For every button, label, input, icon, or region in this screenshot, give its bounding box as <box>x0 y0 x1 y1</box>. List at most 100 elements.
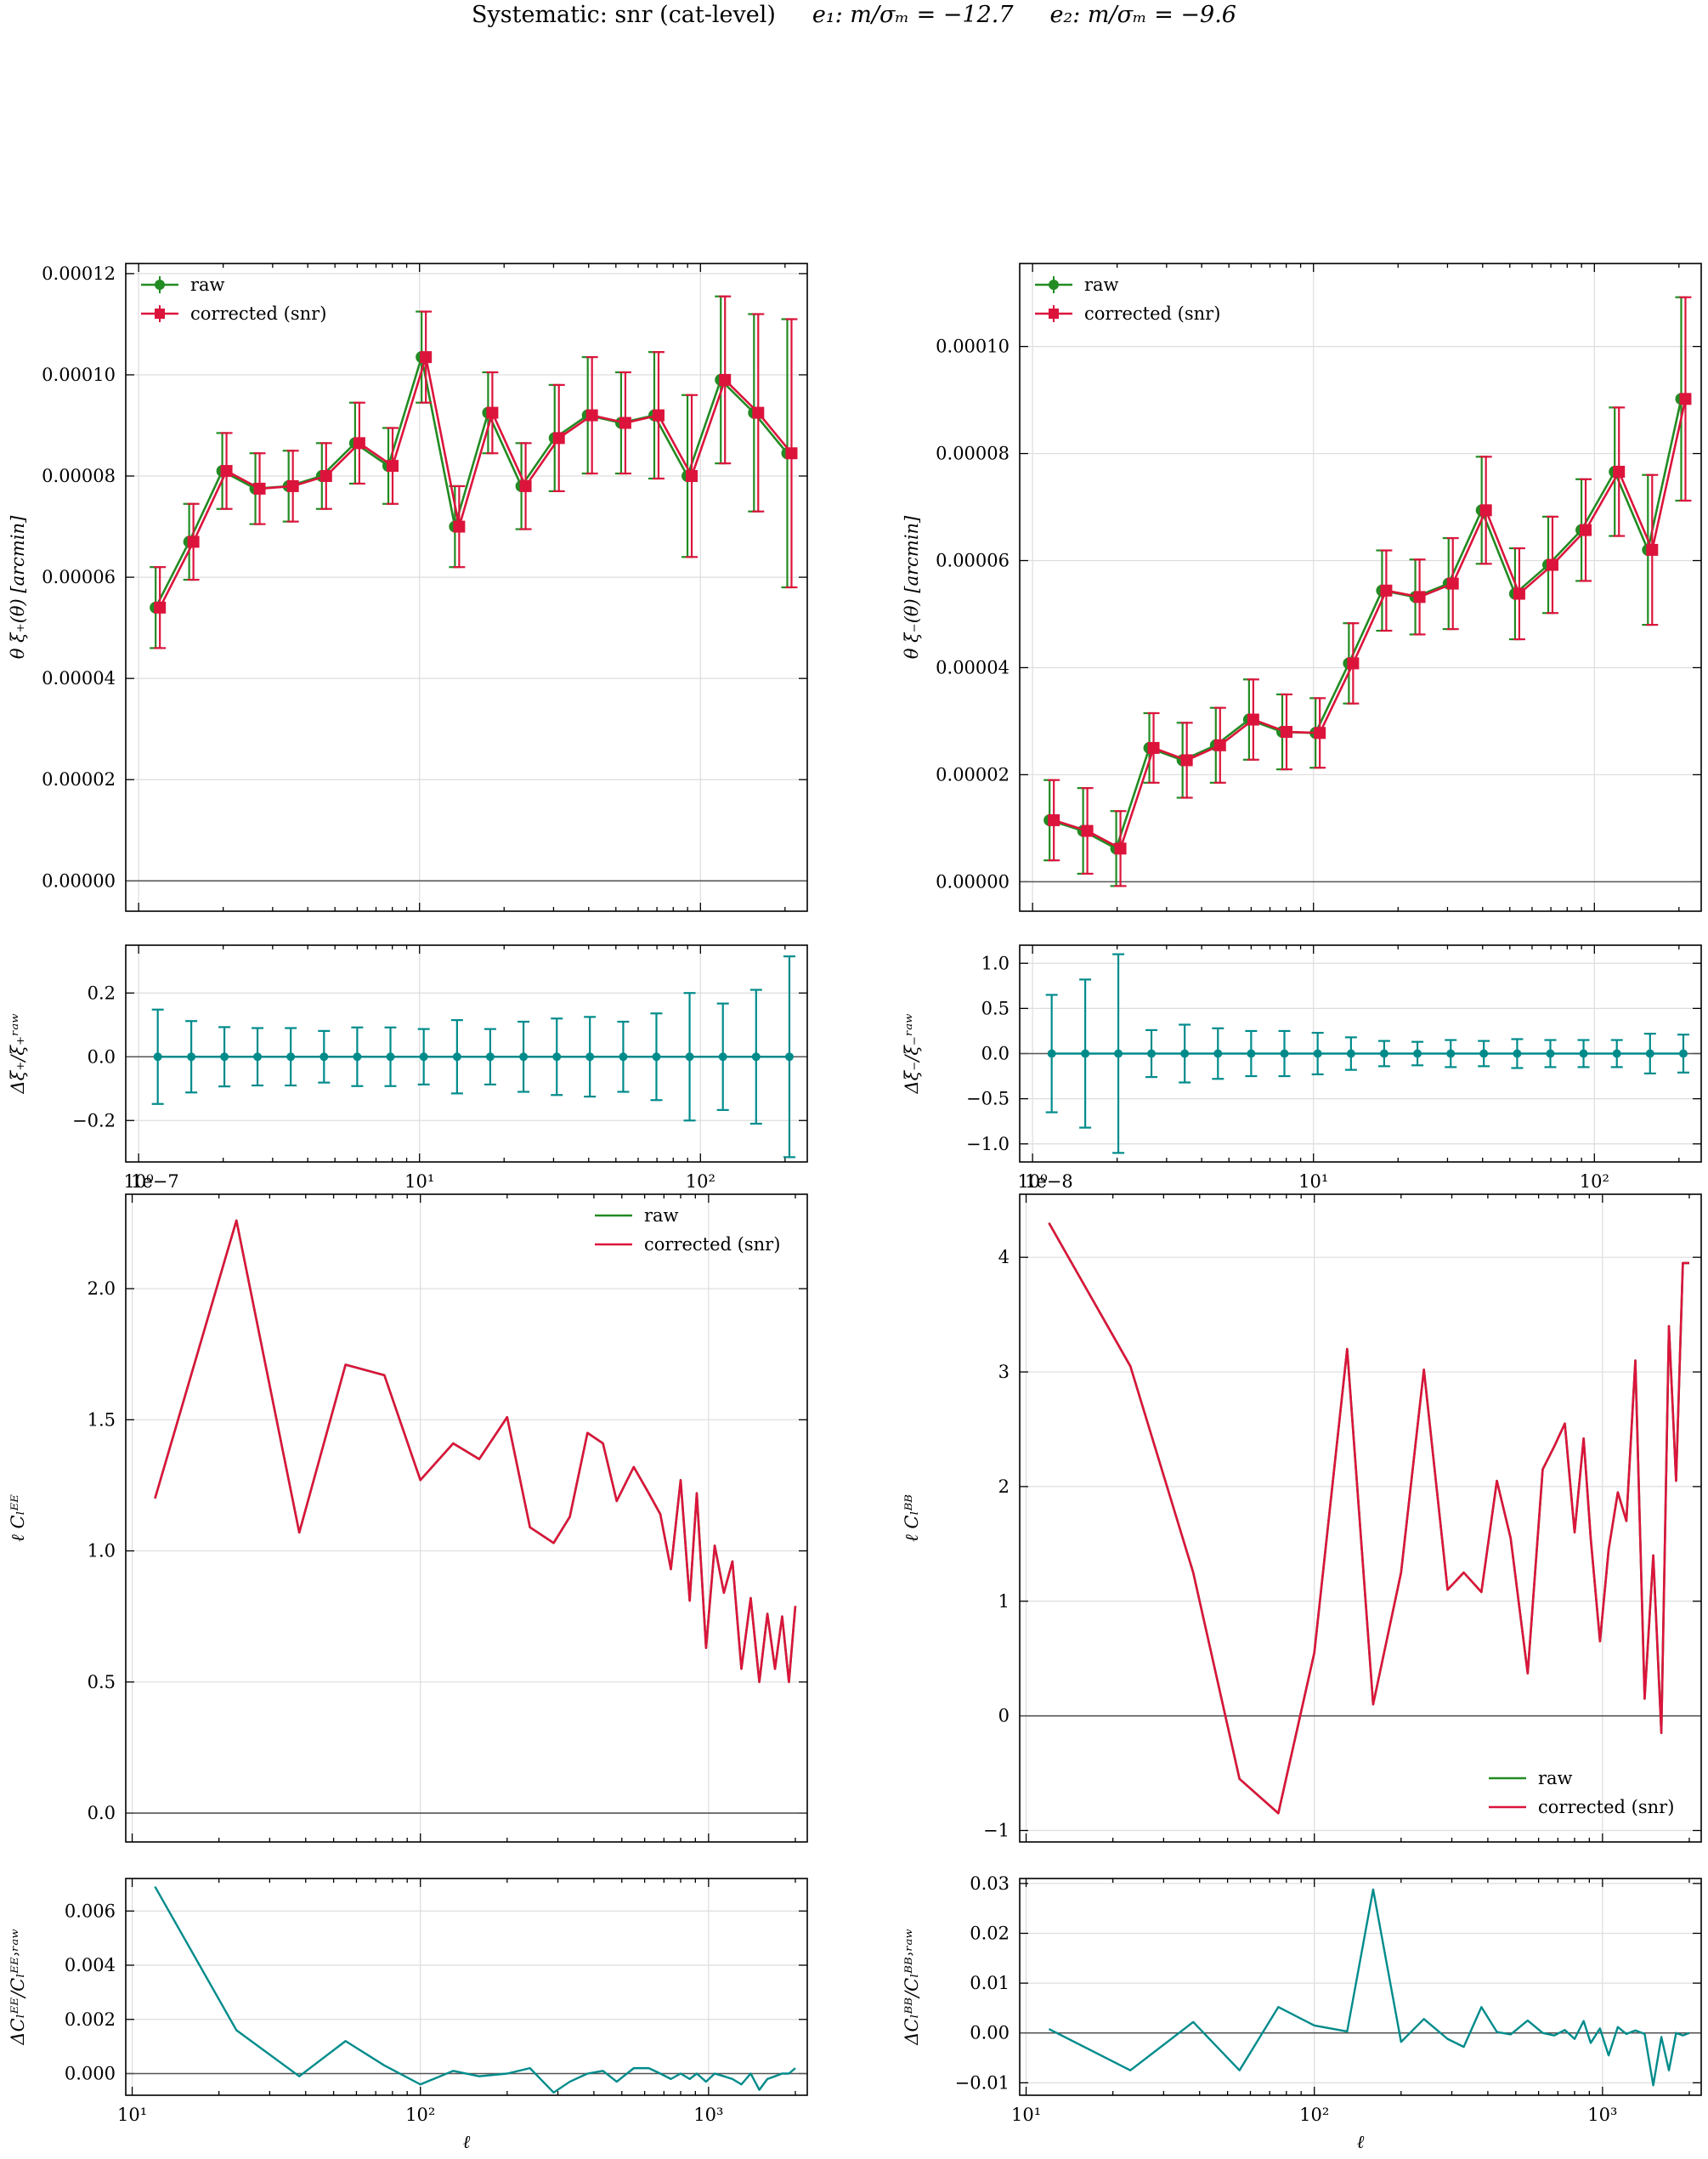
ratio-point <box>187 1052 196 1062</box>
data-point-corrected <box>585 409 598 422</box>
y-tick-label: 0.0 <box>88 1046 116 1067</box>
legend-label: corrected (snr) <box>644 1234 780 1255</box>
data-point-corrected <box>1580 524 1592 536</box>
axes-frame <box>125 944 808 1163</box>
y-axis-label: Δξ₊/ξ₊ʳᵃʷ <box>8 1013 28 1095</box>
ratio-point <box>784 1052 794 1062</box>
data-point-corrected <box>1247 713 1259 726</box>
y-tick-label: 3 <box>998 1362 1010 1382</box>
data-point-corrected <box>1147 741 1160 754</box>
y-axis-label: ℓ Cₗᴱᴱ <box>8 1494 28 1542</box>
legend-marker <box>155 309 165 319</box>
x-tick-label: 10⁰ <box>1018 1171 1048 1192</box>
x-tick-label: 10² <box>1299 2105 1329 2125</box>
data-point-corrected <box>320 470 332 483</box>
y-tick-label: −0.01 <box>955 2072 1010 2093</box>
y-tick-label: −1 <box>983 1821 1010 1841</box>
y-tick-label: 0.00010 <box>936 337 1010 357</box>
x-tick-label: 10¹ <box>404 1171 434 1192</box>
data-point-corrected <box>387 460 399 473</box>
y-tick-label: 0.5 <box>88 1672 116 1692</box>
ratio-point <box>619 1052 628 1062</box>
y-tick-label: −0.5 <box>966 1089 1010 1109</box>
y-axis-label: Δξ₋/ξ₋ʳᵃʷ <box>902 1013 922 1095</box>
ratio-point <box>452 1052 461 1062</box>
offset-text: 1e−8 <box>1025 1171 1073 1192</box>
data-point-corrected <box>1213 739 1226 751</box>
y-tick-label: 0.00002 <box>936 764 1010 785</box>
panel-dcl-ee: 0.000 0.002 0.004 0.006 10¹ 10² 10³ ΔCₗᴱᴱ/Cₗᴱᴱ˒… <box>8 1878 808 2152</box>
series-line-raw <box>1049 399 1683 850</box>
panel-cl-bb: −1 0 1 2 3 4 ℓ Cₗᴮᴮ raw corrected (snr) <box>902 1193 1702 1843</box>
y-tick-label: 0.0 <box>88 1803 116 1823</box>
ratio-point <box>1446 1049 1456 1058</box>
x-axis-label: ℓ <box>463 2132 471 2152</box>
y-tick-label: 1.5 <box>88 1409 116 1430</box>
y-tick-label: 0.00002 <box>42 769 116 790</box>
data-point-corrected <box>1048 813 1060 826</box>
y-tick-label: 0.02 <box>970 1923 1010 1943</box>
y-tick-label: 0 <box>998 1706 1010 1726</box>
data-point-corrected <box>652 409 665 422</box>
ratio-point <box>286 1052 296 1062</box>
ratio-point <box>1213 1049 1223 1058</box>
data-point-corrected <box>1546 558 1558 571</box>
data-point-corrected <box>486 406 499 419</box>
axes-frame <box>125 263 808 912</box>
y-tick-label: −1.0 <box>966 1134 1010 1154</box>
ratio-point <box>1247 1049 1256 1058</box>
data-point-corrected <box>719 373 732 386</box>
ratio-point <box>485 1052 495 1062</box>
data-point-corrected <box>752 406 765 419</box>
y-axis-label: ℓ Cₗᴮᴮ <box>902 1494 922 1542</box>
ratio-point <box>1313 1049 1322 1058</box>
ratio-point <box>253 1052 263 1062</box>
ratio-point <box>153 1052 162 1062</box>
legend-label: raw <box>190 275 225 295</box>
y-tick-label: −0.2 <box>72 1110 116 1130</box>
ratio-point <box>1114 1049 1123 1058</box>
title-e1: e₁: m/σₘ = −12.7 <box>812 2 1014 28</box>
y-tick-label: 0.2 <box>88 983 116 1003</box>
data-point-corrected <box>619 416 631 429</box>
y-tick-label: 0.00012 <box>42 264 116 284</box>
cl-line-corrected <box>1048 1222 1689 1815</box>
panel-xi-minus: 0.00000 0.00002 0.00004 0.00006 0.00008 0.000… <box>902 263 1702 912</box>
data-point-corrected <box>1081 824 1094 837</box>
data-point-corrected <box>1347 657 1360 670</box>
y-tick-label: 0.00004 <box>42 668 116 688</box>
cl-line-corrected <box>154 1219 797 1684</box>
x-tick-label: 10¹ <box>1298 1171 1328 1192</box>
y-axis-label: θ ξ₊(θ) [arcmin] <box>8 515 28 659</box>
ratio-point <box>1379 1049 1388 1058</box>
y-tick-label: 0.00006 <box>936 551 1010 571</box>
axes-frame <box>1019 1193 1702 1843</box>
panel-dxi-minus: −1.0 −0.5 0.0 0.5 1.0 10⁰ 10¹ 10² 1e−8 Δξ₋/ξ₋ʳᵃʷ <box>902 944 1702 1192</box>
data-point-corrected <box>154 601 167 614</box>
ratio-point <box>1678 1049 1688 1058</box>
y-tick-label: 0.00010 <box>42 365 116 385</box>
y-tick-label: 4 <box>998 1247 1010 1267</box>
axes-frame <box>1019 1878 1702 2096</box>
y-tick-label: 1.0 <box>981 953 1010 973</box>
x-tick-label: 10¹ <box>117 2105 147 2125</box>
data-point-corrected <box>187 536 200 548</box>
legend-label: raw <box>1084 275 1119 295</box>
panel-dxi-plus: −0.2 0.0 0.2 10⁰ 10¹ 10² 1e−7 Δξ₊/ξ₊ʳᵃʷ <box>8 944 808 1192</box>
data-point-corrected <box>686 470 698 483</box>
y-tick-label: 0.00000 <box>42 870 116 891</box>
legend-marker <box>1049 309 1059 319</box>
legend-label: corrected (snr) <box>1084 303 1220 324</box>
ratio-point <box>1513 1049 1522 1058</box>
data-point-corrected <box>1446 577 1459 590</box>
delta-cl-line <box>154 1885 796 2094</box>
data-point-corrected <box>1679 393 1692 405</box>
y-tick-label: 0.002 <box>65 2009 116 2030</box>
y-tick-label: 0.00000 <box>936 871 1010 892</box>
y-tick-label: 0.01 <box>970 1973 1010 1993</box>
y-tick-label: 0.006 <box>65 1901 116 1921</box>
ratio-point <box>585 1052 595 1062</box>
x-tick-label: 10⁰ <box>124 1171 154 1192</box>
ratio-point <box>1612 1049 1621 1058</box>
title-e2: e₂: m/σₘ = −9.6 <box>1049 2 1236 28</box>
